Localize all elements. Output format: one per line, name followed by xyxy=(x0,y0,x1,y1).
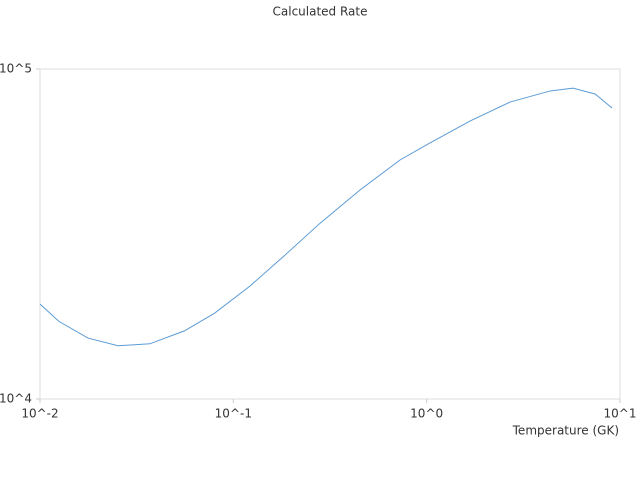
x-tick-label: 10^0 xyxy=(410,407,443,421)
data-line xyxy=(39,87,613,347)
chart-title: Calculated Rate xyxy=(273,5,368,19)
x-tick-label: 10^-1 xyxy=(215,407,252,421)
plot-frame xyxy=(39,68,621,400)
x-tick-label: 10^-2 xyxy=(21,407,58,421)
y-tick-label: 10^4 xyxy=(0,392,32,406)
y-tick-label: 10^5 xyxy=(0,62,32,76)
x-axis-label: Temperature (GK) xyxy=(512,424,619,438)
x-tick-label: 10^1 xyxy=(604,407,637,421)
